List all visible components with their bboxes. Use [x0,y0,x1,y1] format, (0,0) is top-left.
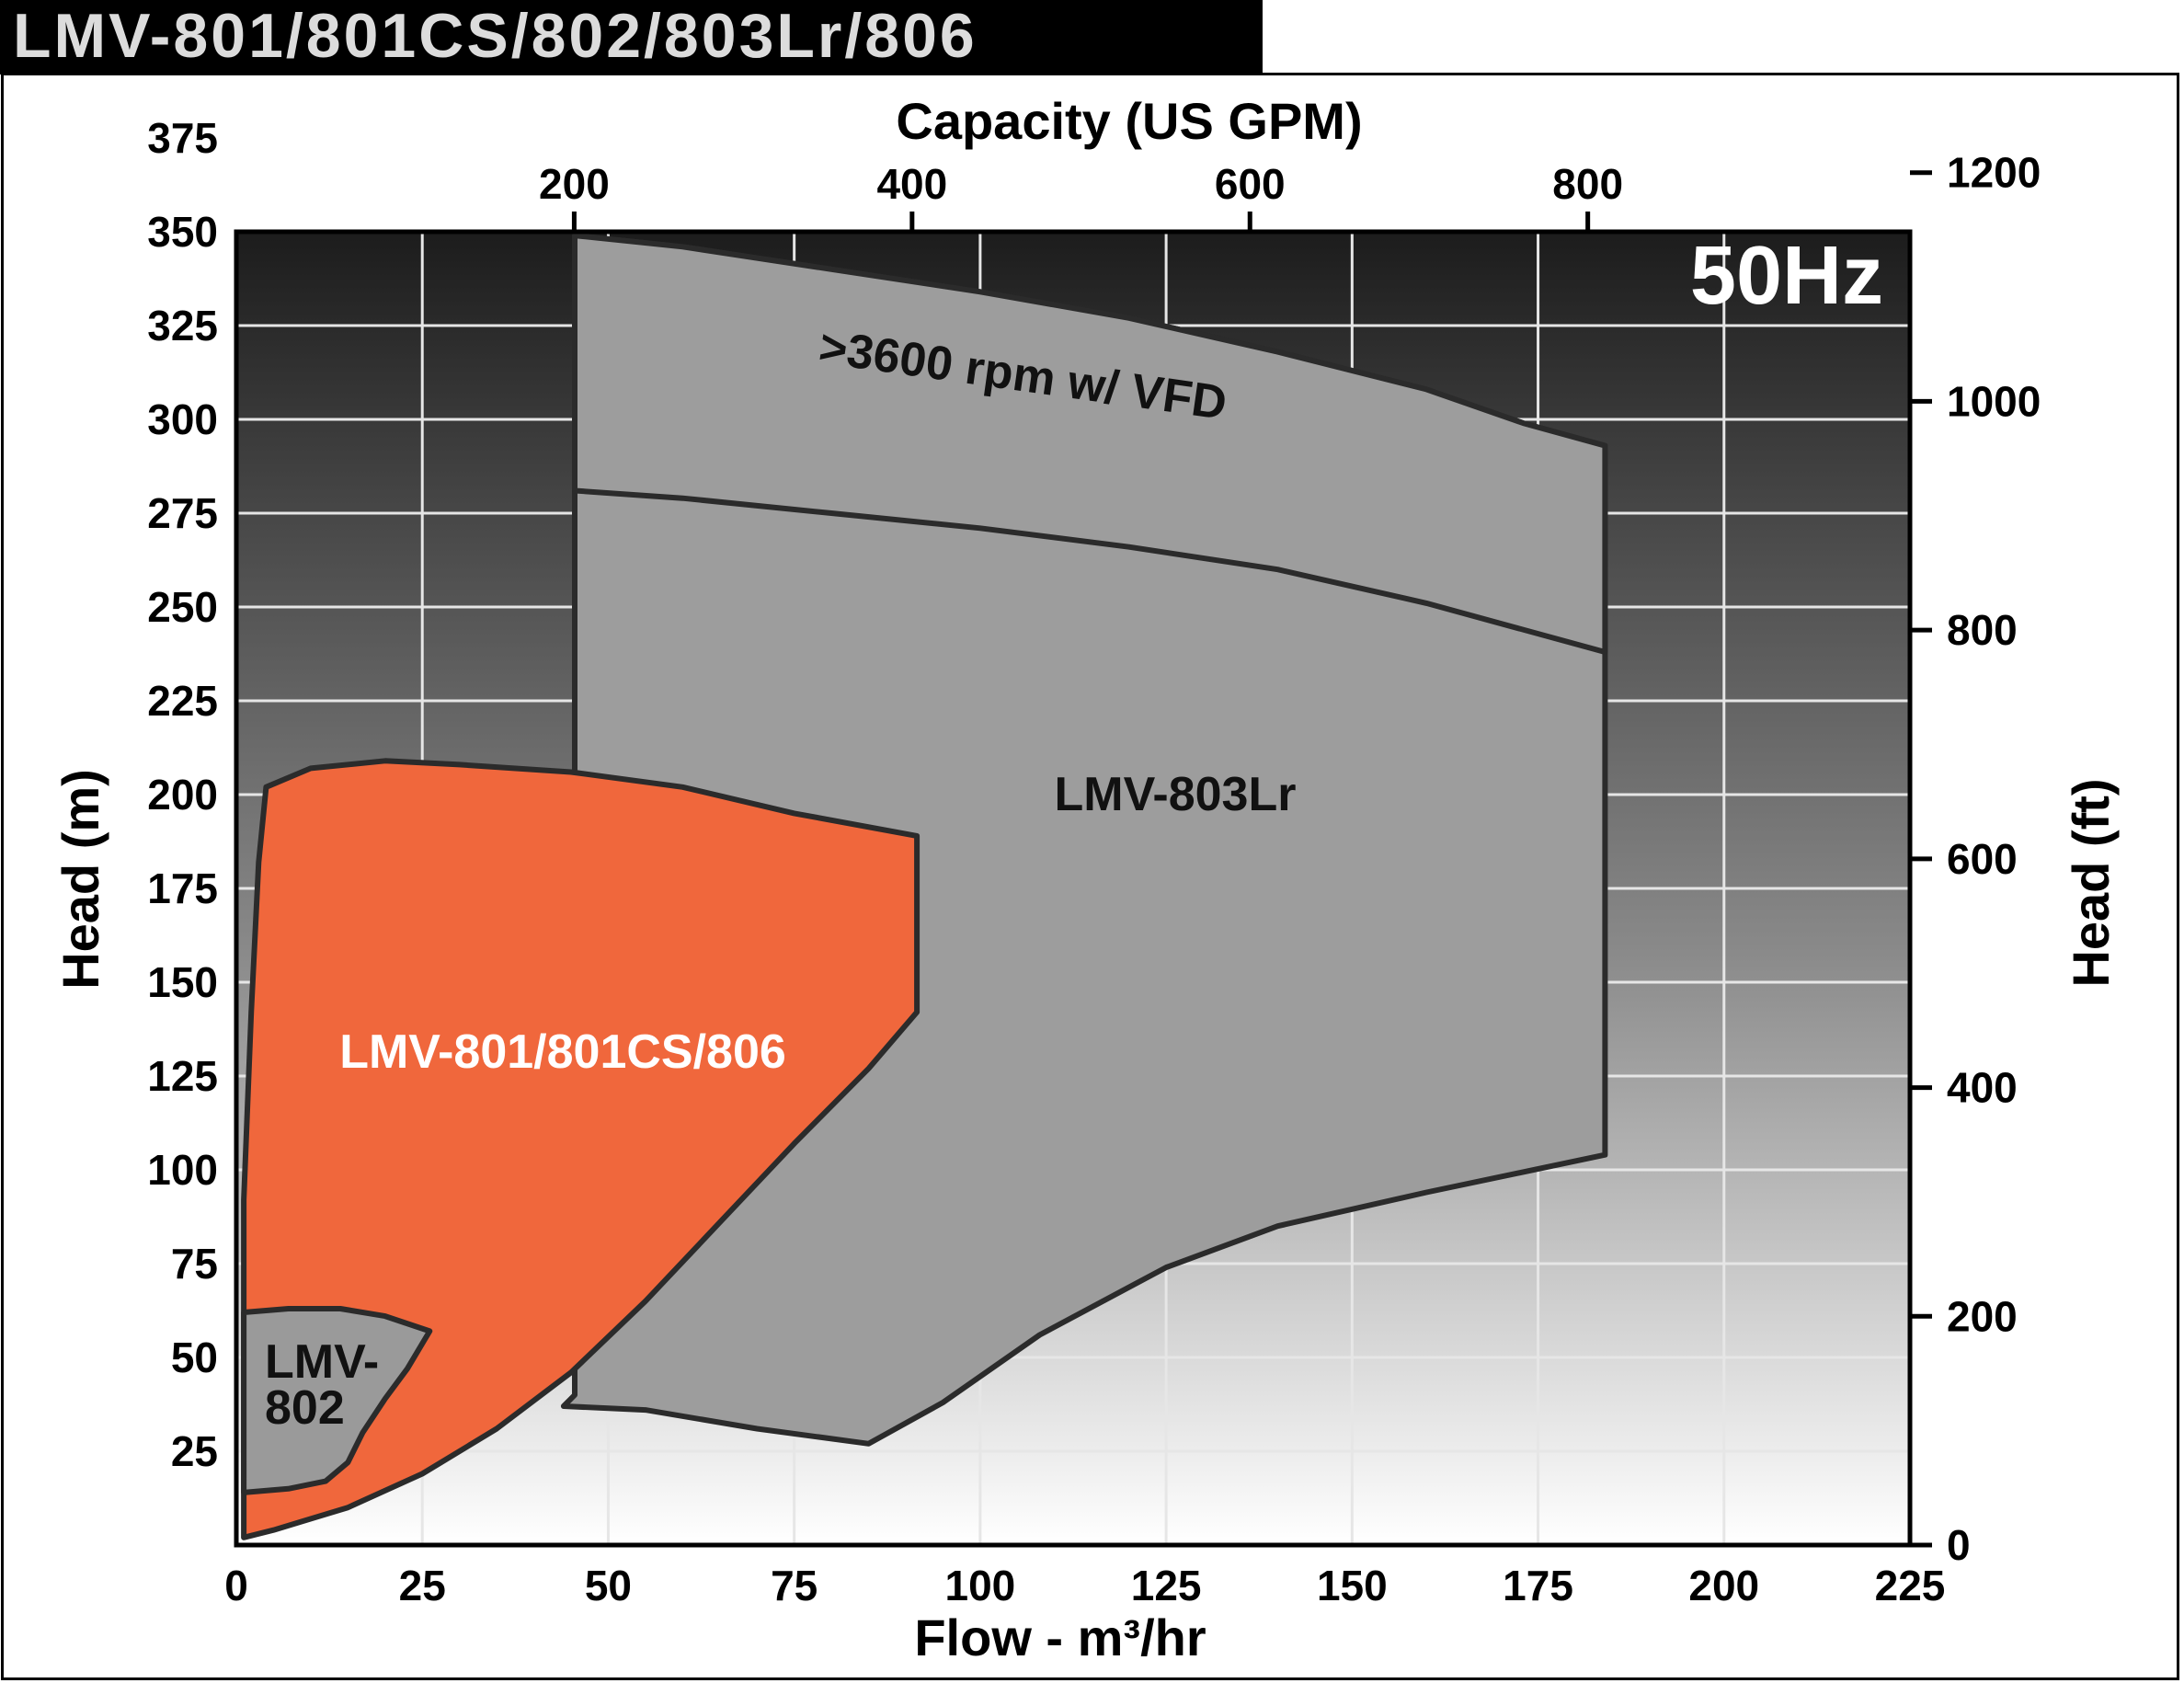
axis-ticks: 0 25 50 75 100 125 150 175 200 225 25 50 75 100 125 150… [147,114,2041,1609]
area-label-lmv-802-line1: LMV- [265,1335,379,1389]
y2-tick-label: 600 [1947,835,2018,883]
frequency-label: 50Hz [1690,230,1883,322]
plot-border [234,229,1913,1548]
y2-axis-title: Head (ft) [2062,778,2120,987]
y-axis-title: Head (m) [51,769,109,990]
y2-tick-label: 0 [1947,1521,1971,1569]
area-label-lmv-803lr: LMV-803Lr [1055,768,1297,821]
y-tick-label: 50 [171,1334,218,1381]
y-tick-label: 75 [171,1240,218,1288]
y-tick-label: 275 [147,489,218,537]
x-tick-label: 50 [585,1562,632,1609]
y-tick-label: 225 [147,677,218,725]
y-tick-label: 325 [147,302,218,349]
x-tick-label: 25 [399,1562,446,1609]
x-tick-label: 200 [1688,1562,1759,1609]
chart-title: LMV-801/801CS/802/803Lr/806 [13,1,978,71]
y2-tick-label: 200 [1947,1292,2018,1340]
x-tick-label: 225 [1875,1562,1946,1609]
chart-frame [1,73,2179,1680]
y-tick-label: 350 [147,208,218,256]
y-tick-label: 300 [147,395,218,443]
area-vfd-band [572,233,1608,655]
x2-tick-label: 200 [539,160,610,208]
operating-areas [241,233,1608,1540]
y-tick-label: 375 [147,114,218,162]
y2-tick-label: 1000 [1947,377,2041,425]
x-tick-label: 75 [771,1562,818,1609]
x2-tick-label: 600 [1215,160,1286,208]
x-tick-label: 125 [1131,1562,1202,1609]
y-tick-label: 175 [147,864,218,912]
x-tick-label: 150 [1317,1562,1388,1609]
area-label-lmv-801: LMV-801/801CS/806 [339,1025,786,1079]
x-axis-title: Flow - m³/hr [914,1609,1206,1666]
y2-tick-label: 1200 [1947,149,2041,197]
area-label-lmv-802-line2: 802 [265,1381,345,1435]
x2-tick-label: 400 [876,160,947,208]
x-tick-label: 175 [1503,1562,1573,1609]
y-tick-label: 150 [147,958,218,1006]
x-tick-label: 100 [945,1562,1016,1609]
area-lmv-802 [241,1306,433,1495]
x-tick-label: 0 [224,1562,248,1609]
y2-tick-label: 800 [1947,606,2018,654]
y-tick-label: 100 [147,1146,218,1194]
x2-tick-label: 800 [1552,160,1623,208]
chart-title-bar: LMV-801/801CS/802/803Lr/806 [0,0,1263,74]
y-tick-label: 250 [147,583,218,631]
x2-axis-title: Capacity (US GPM) [896,92,1362,150]
y-tick-label: 25 [171,1427,218,1475]
y-tick-label: 200 [147,771,218,819]
y-tick-label: 125 [147,1052,218,1100]
y2-tick-label: 400 [1947,1064,2018,1112]
